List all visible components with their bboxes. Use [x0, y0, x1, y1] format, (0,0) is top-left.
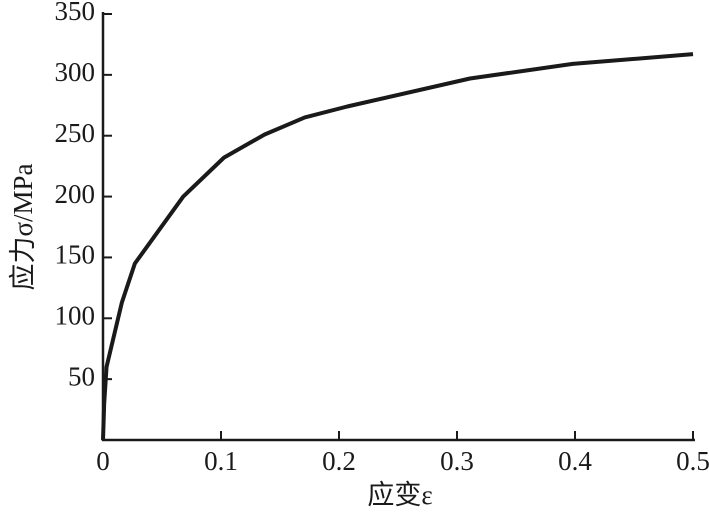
- y-tick-label: 250: [55, 118, 96, 148]
- y-tick-label: 50: [68, 361, 95, 391]
- x-tick-label: 0.3: [440, 446, 474, 476]
- y-tick-label: 100: [55, 300, 96, 330]
- y-tick-label: 150: [55, 240, 96, 270]
- stress-strain-curve: [101, 52, 694, 441]
- x-tick-label: 0.5: [676, 446, 709, 476]
- y-tick-label: 200: [55, 179, 96, 209]
- y-tick-label: 300: [55, 57, 96, 87]
- x-tick-label: 0.1: [204, 446, 238, 476]
- x-axis-label: 应变ε: [367, 480, 432, 510]
- y-tick-label: 350: [55, 0, 96, 26]
- x-tick-label: 0.2: [322, 446, 356, 476]
- y-axis-label: 应力σ/MPa: [8, 163, 38, 290]
- x-tick-label: 0.4: [558, 446, 592, 476]
- x-tick-label: 0: [96, 446, 110, 476]
